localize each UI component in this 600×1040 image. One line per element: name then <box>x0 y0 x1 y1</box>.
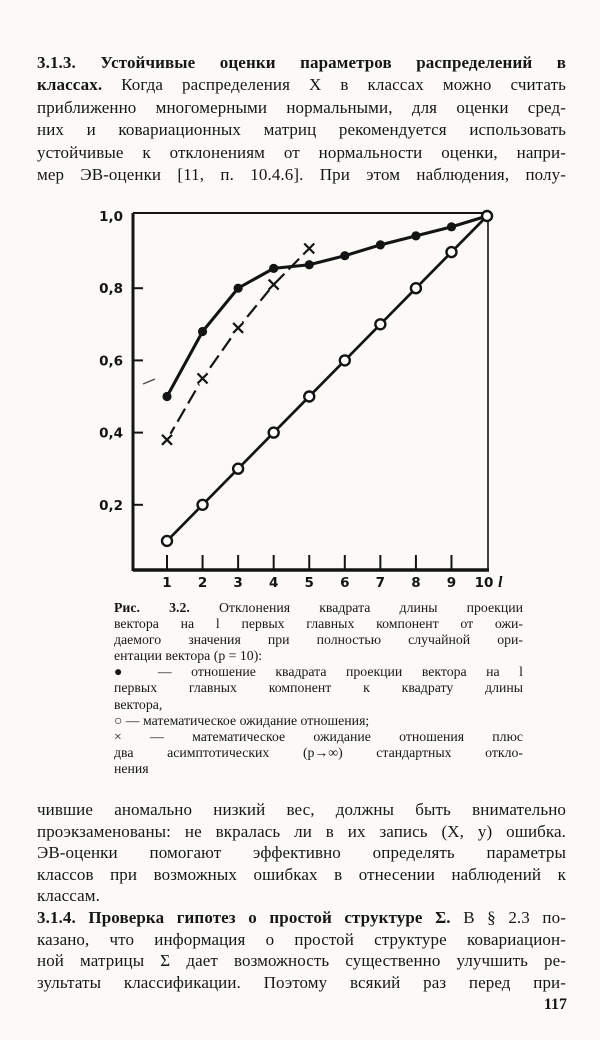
text-line: чившие аномально низкий вес, должны быть… <box>37 800 566 819</box>
x-tick-label: 1 <box>162 575 171 591</box>
section-3-1-3-paragraph: 3.1.3. Устойчивые оценки параметров расп… <box>37 52 566 186</box>
body-paragraphs-after-figure: чившие аномально низкий вес, должны быть… <box>37 799 566 993</box>
y-tick-label: 0,4 <box>99 426 123 442</box>
cross-marker <box>232 322 244 334</box>
text-line: проэкзаменованы: не вкралась ли в их зап… <box>37 821 566 841</box>
filled-circle-marker <box>269 263 279 273</box>
y-tick-label: 1,0 <box>99 209 123 225</box>
page-number: 117 <box>543 996 567 1013</box>
x-tick-label: 9 <box>447 575 456 591</box>
bold-run-in: 3.1.4. Проверка гипотез о простой структ… <box>37 907 451 927</box>
cross-marker <box>267 278 280 291</box>
text-line: вектора, <box>114 696 163 712</box>
text-line: казано, что информация о простой структу… <box>37 929 566 949</box>
text-line: ЭВ-оценки помогают эффективно определять… <box>37 843 566 863</box>
x-tick-label: 7 <box>376 575 385 591</box>
open-circle-marker <box>480 209 494 223</box>
text-line: × — математическое ожидание отношения пл… <box>114 728 523 744</box>
text-line: классам. <box>37 886 100 906</box>
text-line: нения <box>114 760 149 776</box>
print-speck <box>142 378 156 385</box>
y-tick-label: 0,8 <box>99 281 123 297</box>
x-axis-variable-label: l <box>498 574 503 591</box>
filled-circle-marker <box>446 222 457 232</box>
open-circle-marker <box>303 390 316 403</box>
text-line: устойчивые к отклонениям от нормальности… <box>37 142 566 162</box>
text-line: ной матрицы Σ дает возможность существен… <box>37 951 566 971</box>
series-line-cross <box>166 247 311 441</box>
x-tick-label: 4 <box>269 575 278 591</box>
open-circle-marker <box>160 534 174 548</box>
text-line: даемого значения при полностью случайной… <box>114 632 523 648</box>
bold-run-in: классах. <box>37 75 103 95</box>
open-circle-marker <box>445 245 458 259</box>
text-line: мер ЭВ-оценки [11, п. 10.4.6]. При этом … <box>37 165 566 185</box>
filled-circle-marker <box>304 260 314 270</box>
filled-circle-marker <box>375 240 385 250</box>
bold-run-in: Рис. 3.2. <box>114 600 190 615</box>
text-line: приближенно многомерными нормальными, дл… <box>37 97 566 117</box>
open-circle-marker <box>231 462 245 475</box>
series-line-open-circle <box>166 215 489 542</box>
text-line: ○ — математическое ожидание отношения; <box>114 712 370 728</box>
text-line: ● — отношение квадрата проекции вектора … <box>114 664 523 680</box>
filled-circle-marker <box>233 283 243 293</box>
text-line: 3.1.3. Устойчивые оценки параметров расп… <box>37 52 566 74</box>
bold-run-in: 3.1.3. Устойчивые оценки параметров расп… <box>37 53 566 72</box>
x-tick-label: 3 <box>233 575 242 591</box>
series-line-filled-circle <box>165 214 488 398</box>
figure-3-2-caption: Рис. 3.2. Отклонения квадрата длины прое… <box>114 600 523 777</box>
text-line: два асимптотических (p→∞) стандартных от… <box>114 744 523 760</box>
cross-marker <box>196 372 209 385</box>
filled-circle-marker <box>340 251 350 261</box>
cross-marker <box>161 434 173 446</box>
text-line: первых главных компонент к квадрату длин… <box>114 680 523 696</box>
text-line: них и ковариационных матриц рекомендуетс… <box>37 120 566 140</box>
text-line: 3.1.4. Проверка гипотез о простой структ… <box>37 907 566 927</box>
filled-circle-marker <box>162 391 172 402</box>
text-line: классов при возможных ошибках в отнесени… <box>37 864 566 884</box>
x-tick-label: 5 <box>305 575 314 591</box>
text-line: Рис. 3.2. Отклонения квадрата длины прое… <box>114 600 523 615</box>
x-tick-label: 10 <box>475 575 494 591</box>
open-circle-marker <box>409 281 423 295</box>
text-line: классах. Когда распределения X в классах… <box>37 75 566 95</box>
filled-circle-marker <box>411 231 421 241</box>
x-tick-label: 8 <box>411 575 420 591</box>
text-line: ентации вектора (p = 10): <box>114 648 263 664</box>
filled-circle-marker <box>197 326 208 337</box>
x-tick-label: 6 <box>340 575 349 591</box>
open-circle-marker <box>267 426 280 439</box>
y-tick-label: 0,2 <box>99 498 123 514</box>
open-circle-marker <box>196 498 209 511</box>
text-line: зультаты классификации. Поэтому всякий р… <box>37 972 566 992</box>
open-circle-marker <box>338 354 351 367</box>
x-tick-label: 2 <box>198 575 207 591</box>
open-circle-marker <box>374 318 387 331</box>
text-line: вектора на l первых главных компонент от… <box>114 616 523 632</box>
cross-marker <box>303 242 316 255</box>
figure-3-2-chart: 0,2 0,4 0,6 0,8 1,0 1 2 3 4 5 6 7 8 9 10 l <box>99 209 503 591</box>
y-tick-label: 0,6 <box>99 353 123 369</box>
